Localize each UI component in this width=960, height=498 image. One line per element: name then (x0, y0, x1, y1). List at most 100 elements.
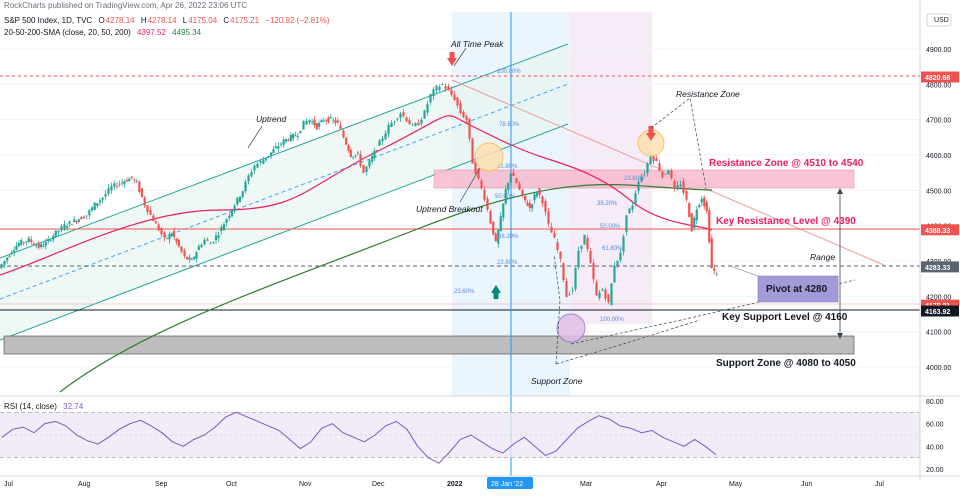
candle-body (390, 123, 393, 127)
candle-body (365, 166, 368, 172)
fib-level-label: 23.60% (624, 176, 645, 182)
candle-body (356, 152, 359, 154)
candle-body (10, 252, 13, 254)
candle-body (138, 181, 141, 192)
price-tag-box (921, 71, 959, 83)
candle-body (133, 179, 136, 181)
candle-body (550, 226, 553, 233)
price-tick-label: 4700.00 (926, 118, 951, 125)
candle-body (459, 103, 462, 114)
fib-level-label: 61.80% (602, 246, 623, 252)
candle-body (308, 119, 311, 123)
resistance-arrow-shaft (648, 126, 654, 134)
candle-body (60, 226, 63, 231)
candle-body (77, 219, 80, 222)
candle-body (667, 170, 670, 175)
candle-body (30, 239, 33, 243)
candle-body (54, 230, 57, 237)
candle-body (502, 203, 505, 218)
candle-body (107, 188, 110, 195)
resistance-zone-range-label: Resistance Zone @ 4510 to 4540 (709, 158, 864, 169)
candle-body (559, 251, 562, 259)
candle-body (85, 215, 88, 217)
currency-label: USD (934, 17, 949, 24)
fib-level-label: 78.60% (499, 122, 520, 128)
candle-body (209, 243, 212, 245)
uptrend-breakout-label: Uptrend Breakout (416, 204, 483, 214)
candle-body (387, 125, 390, 134)
candle-body (577, 250, 580, 268)
candle-body (556, 242, 559, 251)
candle-body (282, 139, 285, 145)
fib-level-label: 100.00% (600, 317, 624, 323)
candle-body (489, 211, 492, 224)
candle-body (135, 181, 138, 183)
rsi-tick-label: 40.00 (926, 444, 944, 451)
candle-body (533, 194, 536, 201)
candle-body (0, 264, 3, 269)
publisher-credit: RockCharts published on TradingView.com,… (4, 1, 251, 10)
candle-body (44, 242, 47, 246)
candle-body (157, 224, 160, 231)
candle-body (52, 235, 55, 240)
low-label: L (182, 16, 188, 25)
candle-body (168, 233, 171, 240)
sma20-value: 4397.52 (136, 28, 166, 37)
candle-body (180, 246, 183, 252)
candle-body (679, 184, 682, 187)
time-tick-label: Jul (4, 481, 13, 488)
candle-body (354, 154, 357, 156)
candle-body (188, 257, 191, 260)
candle-body (329, 117, 332, 119)
candle-body (222, 224, 226, 231)
support-callout-line (570, 279, 856, 345)
candle-body (497, 229, 500, 244)
price-tick-label: 4000.00 (926, 365, 951, 372)
rsi-tick-label: 80.00 (926, 399, 944, 406)
candle-body (88, 210, 91, 216)
price-tick-label: 4600.00 (926, 153, 951, 160)
candle-body (183, 250, 186, 257)
candle-body (538, 188, 541, 196)
price-tick-label: 4800.00 (926, 82, 951, 89)
resistance-callout-line (650, 97, 707, 189)
candle-body (417, 122, 420, 126)
high-value: 4278.14 (147, 16, 177, 25)
rsi-value: 32.74 (63, 402, 84, 411)
sma-label[interactable]: 20-50-200-SMA (close, 20, 50, 200) (4, 28, 131, 37)
candle-body (628, 208, 631, 214)
candle-body (118, 183, 121, 185)
candle-body (362, 165, 365, 173)
candle-body (277, 146, 280, 149)
price-tick-label: 4500.00 (926, 188, 951, 195)
candle-body (17, 243, 20, 247)
close-label: C (223, 16, 230, 25)
candle-body (685, 191, 688, 200)
candle-body (186, 256, 189, 260)
candle-body (101, 197, 104, 200)
candle-body (429, 93, 432, 103)
candle-body (499, 216, 502, 232)
rsi-legend[interactable]: RSI (14, close) 32.74 (4, 402, 87, 411)
candle-body (396, 118, 399, 120)
candle-body (528, 203, 531, 209)
candle-body (420, 119, 423, 124)
support-zone-label: Support Zone (531, 376, 583, 386)
candle-body (70, 224, 73, 226)
sma-legend[interactable]: 20-50-200-SMA (close, 20, 50, 200) 4397.… (4, 28, 205, 37)
symbol-name[interactable]: S&P 500 Index, 1D, TVC (4, 16, 93, 25)
candle-body (483, 189, 486, 200)
candle-body (710, 238, 713, 268)
candle-body (371, 156, 374, 162)
candle-body (693, 217, 696, 228)
candle-body (140, 188, 144, 198)
candle-body (47, 238, 50, 242)
candle-body (125, 180, 128, 182)
candle-body (294, 135, 297, 137)
symbol-legend[interactable]: S&P 500 Index, 1D, TVC O4278.14 H4278.14… (4, 16, 333, 25)
candle-body (381, 138, 384, 142)
candle-body (444, 86, 447, 89)
rsi-label[interactable]: RSI (14, close) (4, 402, 57, 411)
